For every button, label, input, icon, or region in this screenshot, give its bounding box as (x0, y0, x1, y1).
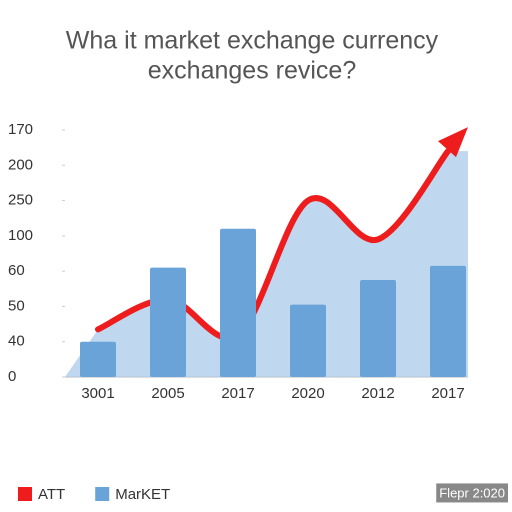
x-tick-label: 2020 (291, 385, 324, 402)
y-tick-label: 40 (8, 333, 25, 350)
y-tick-label: 50 (8, 297, 25, 314)
bar (220, 228, 256, 377)
legend-swatch (18, 487, 32, 501)
x-tick-label: 2005 (151, 385, 184, 402)
legend-swatch (95, 487, 110, 501)
x-tick-label: 2017 (431, 385, 464, 402)
x-tick-label: 2017 (221, 385, 254, 402)
bar (150, 267, 186, 377)
y-tick-label: 250 (8, 192, 33, 209)
bar (80, 341, 116, 377)
bar (430, 265, 466, 377)
chart-subtitle: exchanges revice? (148, 57, 356, 85)
chart-title: Wha it market exchange currency (66, 27, 439, 55)
bar (360, 279, 396, 377)
y-tick-label: 0 (8, 368, 16, 385)
x-tick-label: 3001 (81, 385, 114, 402)
bar (290, 304, 326, 377)
y-tick-label: 170 (8, 121, 33, 138)
y-tick-label: 60 (8, 262, 25, 279)
footer-badge (436, 483, 508, 503)
area (65, 151, 468, 377)
arrowhead (438, 127, 468, 158)
x-tick-label: 2012 (361, 385, 394, 402)
y-tick-label: 200 (8, 156, 33, 173)
legend-label: ATT (38, 486, 65, 503)
legend-label: MarKET (115, 486, 170, 503)
y-tick-label: 100 (8, 227, 33, 244)
footer: Flepr 2:020 (439, 485, 505, 500)
